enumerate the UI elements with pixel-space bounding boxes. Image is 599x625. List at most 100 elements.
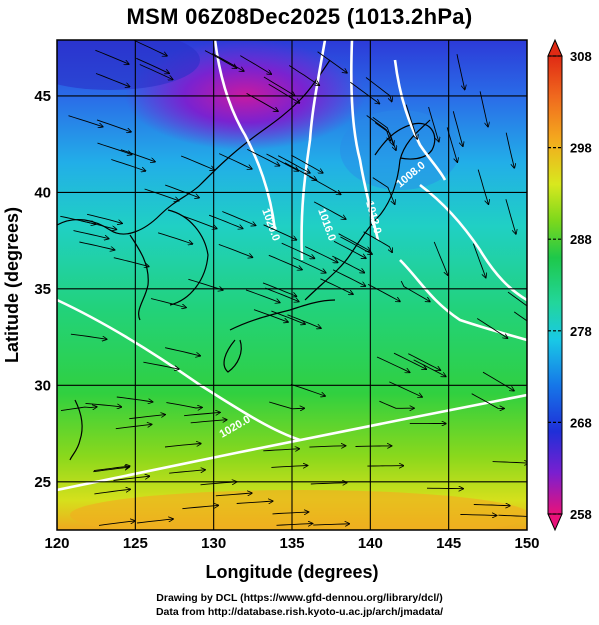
streamline (182, 215, 217, 228)
x-tick-label: 150 (514, 535, 539, 552)
streamline (222, 211, 255, 226)
streamline (79, 241, 114, 250)
streamline (379, 400, 414, 408)
y-tick-label: 35 (34, 281, 51, 298)
streamline (281, 242, 315, 258)
streamline (310, 483, 347, 484)
streamline (165, 347, 200, 356)
streamline (476, 318, 507, 339)
streamline (456, 54, 465, 89)
streamline (477, 169, 488, 205)
x-axis-label: Longitude (degrees) (205, 562, 378, 582)
streamline (292, 257, 326, 273)
streamline (218, 243, 253, 257)
streamline (288, 65, 319, 86)
streamline (372, 177, 395, 205)
streamline (212, 53, 243, 72)
plot-frame (56, 39, 528, 531)
streamline (204, 50, 237, 69)
streamline (471, 393, 504, 409)
streamline (376, 356, 410, 372)
streamline (134, 40, 167, 55)
streamline (263, 224, 297, 240)
x-tick-label: 145 (436, 535, 461, 552)
y-tick-label: 45 (34, 88, 51, 105)
colorbar-tick-label: 308 (570, 49, 592, 64)
streamline (169, 470, 205, 474)
streamline (116, 396, 153, 402)
map-title: MSM 06Z08Dec2025 (1013.2hPa) (126, 4, 473, 29)
streamline (428, 106, 439, 142)
colorbar-tick-label: 288 (570, 232, 592, 247)
streamline (400, 280, 430, 301)
streamline (96, 119, 131, 132)
streamline (355, 446, 392, 447)
streamline (473, 505, 510, 506)
streamline (165, 184, 199, 198)
colorbar: 308 298 288 278 268 258 (547, 38, 592, 532)
streamline (271, 310, 305, 324)
streamline (309, 176, 340, 195)
streamline (150, 298, 186, 308)
streamline (313, 524, 349, 525)
streamline (215, 493, 252, 497)
y-axis-ticks: 25 30 35 40 45 (34, 88, 51, 491)
streamline (137, 519, 173, 524)
streamline (513, 311, 527, 322)
colorbar-tick-label: 278 (570, 324, 592, 339)
streamline (190, 420, 227, 424)
streamline (452, 111, 463, 146)
streamline (98, 521, 135, 526)
colorbar-tick-label: 258 (570, 507, 592, 522)
x-tick-label: 140 (358, 535, 383, 552)
streamline (95, 73, 130, 87)
streamline (136, 57, 169, 73)
credit-data: Data from http://database.rish.kyoto-u.a… (155, 606, 444, 618)
streamline (219, 153, 252, 169)
streamline (492, 462, 527, 464)
streamline (164, 444, 201, 448)
y-tick-label: 40 (34, 184, 51, 201)
streamline (70, 333, 107, 339)
streamline (505, 199, 516, 234)
streamline (507, 291, 527, 307)
y-tick-label: 30 (34, 377, 51, 394)
streamline (111, 159, 145, 171)
streamline (317, 51, 347, 73)
colorbar-bottom-triangle (547, 513, 563, 532)
colorbar-tick-label: 268 (570, 415, 592, 430)
streamline (236, 501, 273, 503)
streamline (143, 361, 178, 369)
streamline (180, 155, 214, 170)
streamline (113, 257, 149, 267)
colorbar-bar (547, 55, 563, 515)
streamline (413, 359, 446, 377)
streamline (472, 243, 485, 278)
streamline (393, 352, 426, 369)
credit-drawing: Drawing by DCL (https://www.gfd-dennou.o… (156, 592, 443, 604)
streamline (363, 231, 393, 253)
streamline (272, 512, 309, 514)
streamline (313, 201, 346, 219)
streamline (505, 132, 514, 168)
streamline (245, 289, 280, 303)
x-tick-label: 120 (44, 535, 69, 552)
y-axis-label: Latitude (degrees) (2, 207, 22, 363)
streamline (405, 104, 417, 139)
streamline (290, 383, 325, 396)
streamline (350, 81, 379, 103)
streamline (320, 278, 353, 294)
streamline (284, 162, 317, 180)
colorbar-tick-label: 298 (570, 141, 592, 156)
x-tick-label: 125 (123, 535, 148, 552)
streamline (94, 489, 130, 495)
streamline (188, 278, 222, 290)
streamline (93, 466, 130, 472)
streamline (253, 309, 288, 322)
streamline (367, 284, 400, 301)
y-tick-label: 25 (34, 474, 51, 491)
streamline (262, 282, 296, 296)
streamline (113, 476, 150, 481)
streamline (95, 49, 128, 64)
streamline (479, 91, 488, 126)
